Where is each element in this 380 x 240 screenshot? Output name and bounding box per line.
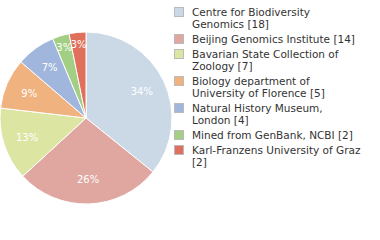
legend-swatch: [174, 103, 184, 113]
legend-item: Biology department of University of Flor…: [174, 75, 374, 99]
data-label: 13%: [16, 132, 38, 143]
data-label: 7%: [42, 62, 58, 73]
legend-label: Karl-Franzens University of Graz [2]: [192, 144, 362, 168]
legend-item: Beijing Genomics Institute [14]: [174, 33, 374, 45]
legend-label: Biology department of University of Flor…: [192, 75, 362, 99]
legend-swatch: [174, 7, 184, 17]
legend-label: Centre for Biodiversity Genomics [18]: [192, 6, 362, 30]
legend-item: Bavarian State Collection of Zoology [7]: [174, 48, 374, 72]
legend-label: Beijing Genomics Institute [14]: [192, 33, 362, 45]
pie-slice: [69, 32, 86, 118]
data-label: 9%: [21, 88, 37, 99]
pie-slice: [0, 108, 86, 176]
legend-item: Mined from GenBank, NCBI [2]: [174, 129, 374, 141]
legend-swatch: [174, 76, 184, 86]
legend-label: Mined from GenBank, NCBI [2]: [192, 129, 362, 141]
legend-item: Natural History Museum, London [4]: [174, 102, 374, 126]
legend-item: Centre for Biodiversity Genomics [18]: [174, 6, 374, 30]
legend-swatch: [174, 145, 184, 155]
data-label: 3%: [71, 39, 87, 50]
data-label: 34%: [131, 86, 153, 97]
legend-swatch: [174, 49, 184, 59]
data-label: 26%: [77, 174, 99, 185]
legend-swatch: [174, 34, 184, 44]
legend-label: Natural History Museum, London [4]: [192, 102, 362, 126]
page: {"chart_data": {"type": "pie", "categori…: [0, 0, 380, 240]
legend-label: Bavarian State Collection of Zoology [7]: [192, 48, 362, 72]
legend-swatch: [174, 130, 184, 140]
legend: Centre for Biodiversity Genomics [18] Bei…: [174, 6, 374, 171]
legend-item: Karl-Franzens University of Graz [2]: [174, 144, 374, 168]
